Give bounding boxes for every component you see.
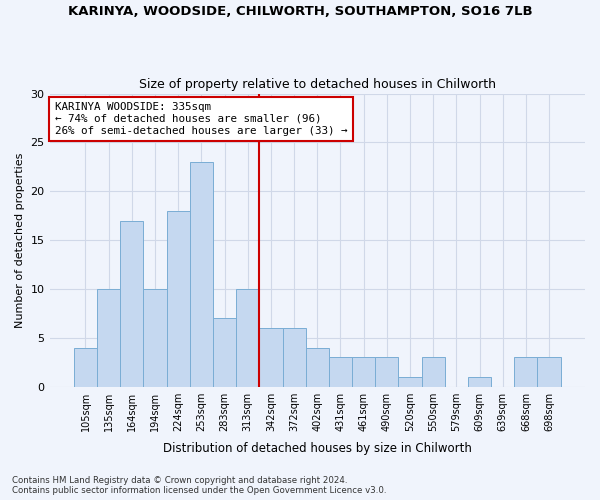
Bar bbox=[422, 358, 445, 386]
Bar bbox=[97, 289, 120, 386]
Bar bbox=[352, 358, 375, 386]
Bar bbox=[514, 358, 538, 386]
Bar bbox=[213, 318, 236, 386]
Bar bbox=[398, 377, 422, 386]
Bar bbox=[329, 358, 352, 386]
Bar bbox=[190, 162, 213, 386]
Bar bbox=[167, 211, 190, 386]
Bar bbox=[538, 358, 560, 386]
Bar bbox=[74, 348, 97, 387]
Bar bbox=[143, 289, 167, 386]
Bar bbox=[375, 358, 398, 386]
Bar bbox=[259, 328, 283, 386]
Bar bbox=[236, 289, 259, 386]
Text: Contains HM Land Registry data © Crown copyright and database right 2024.
Contai: Contains HM Land Registry data © Crown c… bbox=[12, 476, 386, 495]
Y-axis label: Number of detached properties: Number of detached properties bbox=[15, 152, 25, 328]
Bar bbox=[468, 377, 491, 386]
Bar bbox=[120, 220, 143, 386]
Title: Size of property relative to detached houses in Chilworth: Size of property relative to detached ho… bbox=[139, 78, 496, 91]
X-axis label: Distribution of detached houses by size in Chilworth: Distribution of detached houses by size … bbox=[163, 442, 472, 455]
Bar bbox=[283, 328, 305, 386]
Text: KARINYA, WOODSIDE, CHILWORTH, SOUTHAMPTON, SO16 7LB: KARINYA, WOODSIDE, CHILWORTH, SOUTHAMPTO… bbox=[68, 5, 532, 18]
Bar bbox=[305, 348, 329, 387]
Text: KARINYA WOODSIDE: 335sqm
← 74% of detached houses are smaller (96)
26% of semi-d: KARINYA WOODSIDE: 335sqm ← 74% of detach… bbox=[55, 102, 347, 136]
